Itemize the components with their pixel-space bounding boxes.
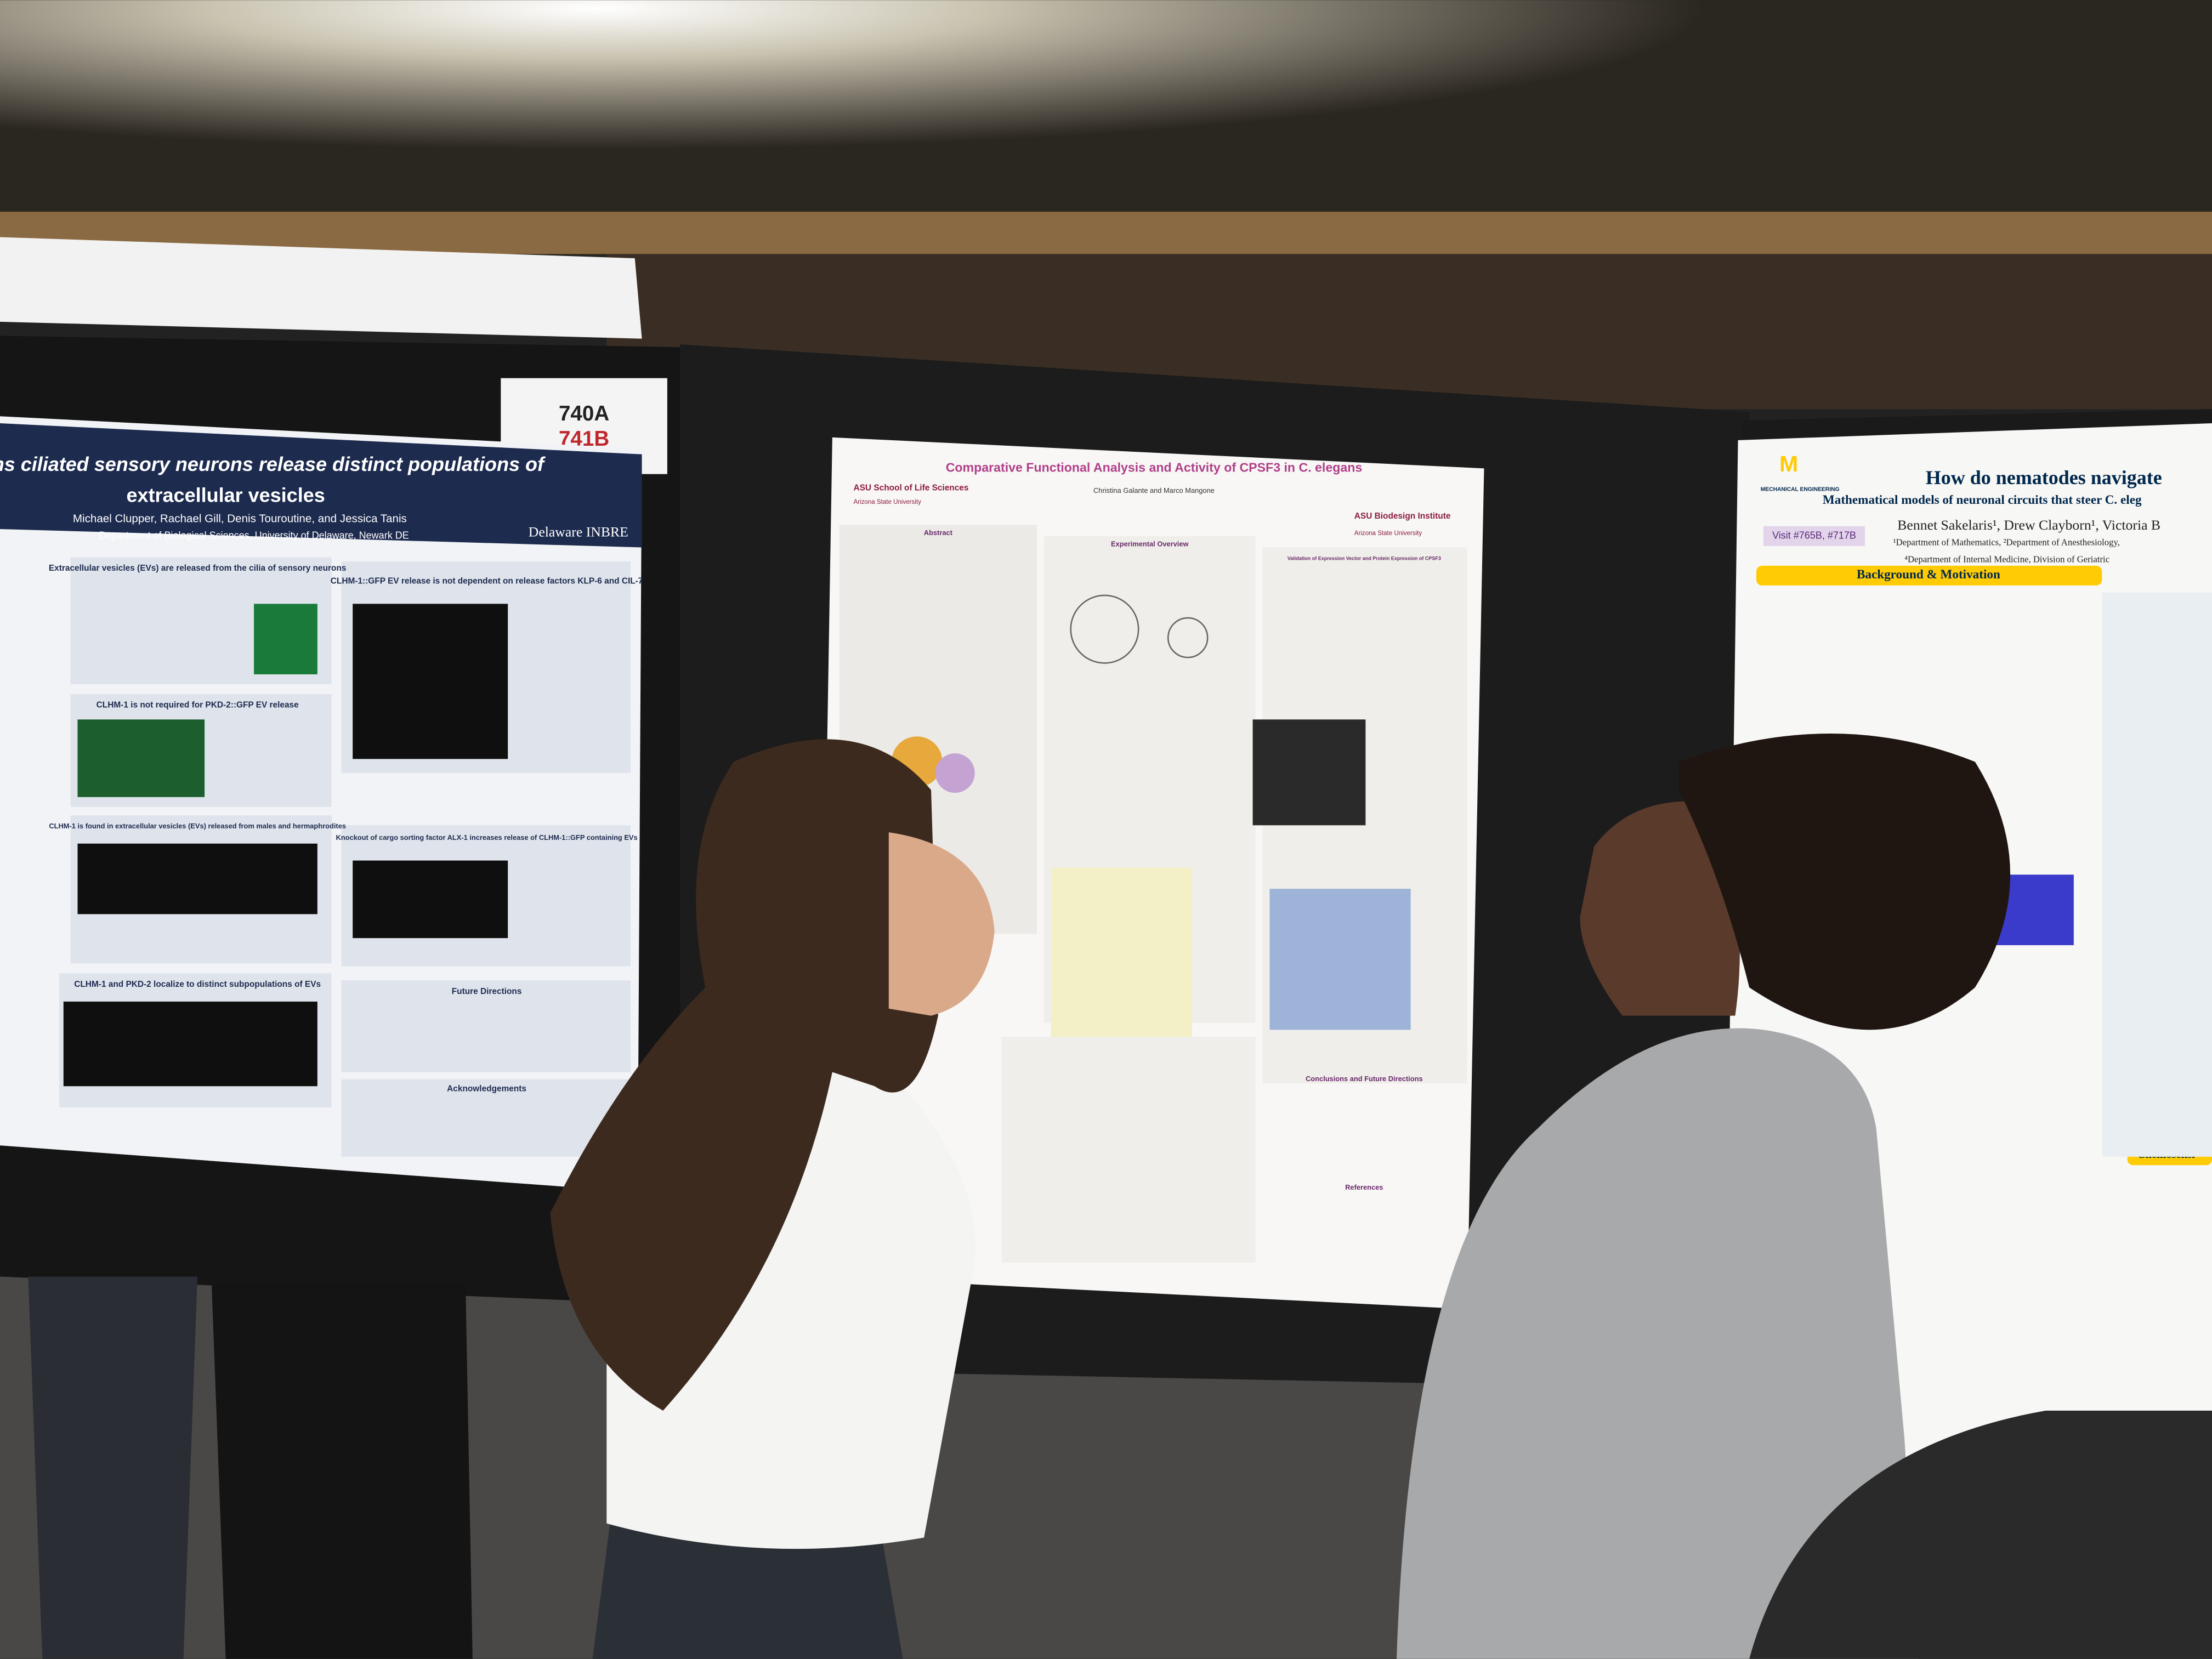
left-poster-panels [59, 557, 631, 1157]
micrograph [353, 604, 508, 759]
micrograph [77, 843, 317, 914]
balcony-rail [0, 212, 2212, 254]
section-heading: Knockout of cargo sorting factor ALX-1 i… [336, 833, 637, 842]
face [888, 832, 995, 1016]
plasmid [1070, 594, 1139, 664]
micrograph [63, 1001, 317, 1087]
poster-title: ns ciliated sensory neurons release dist… [0, 453, 546, 475]
face [1580, 801, 1740, 1016]
poster-logo: MECHANICAL ENGINEERING [1761, 487, 1840, 493]
logo-mark: M [1779, 451, 1798, 476]
panel [2102, 592, 2212, 1157]
micrograph [353, 860, 508, 939]
person-left [550, 739, 995, 1659]
hair [550, 739, 938, 1411]
person-background [211, 1283, 473, 1659]
section-heading: Abstract [924, 529, 953, 537]
panel [1001, 1037, 1256, 1263]
section-heading: Conclusions and Future Directions [1306, 1075, 1423, 1083]
section-heading: Experimental Overview [1111, 540, 1189, 548]
visit-label: Visit #765B, #717B [1772, 530, 1856, 541]
section-heading: Background & Motivation [1857, 567, 2000, 582]
poster-subtitle: Mathematical models of neuronal circuits… [1823, 493, 2142, 507]
figure [1051, 867, 1192, 1037]
hoodie [1396, 1028, 1919, 1659]
poster-title: extracellular vesicles [126, 484, 325, 506]
poster-affiliation: ⁴Department of Internal Medicine, Divisi… [1904, 554, 2109, 564]
poster-logo: Arizona State University [1354, 530, 1422, 537]
panel [341, 980, 631, 1072]
section-heading: Future Directions [452, 987, 522, 996]
plasmid [1167, 617, 1209, 658]
hair [1678, 734, 2011, 1030]
section-heading: Acknowledgements [447, 1084, 526, 1093]
visit-badge [1763, 526, 1865, 546]
section-heading: CLHM-1 is found in extracellular vesicle… [49, 822, 346, 830]
poster-title: Comparative Functional Analysis and Acti… [946, 460, 1363, 474]
section-heading: CLHM-1 and PKD-2 localize to distinct su… [74, 980, 321, 989]
person-right [1396, 734, 2011, 1659]
poster-title: How do nematodes navigate [1926, 467, 2162, 488]
gel-image [1252, 719, 1366, 826]
poster-logo: Arizona State University [853, 499, 921, 505]
poster-authors: Christina Galante and Marco Mangone [1093, 486, 1215, 495]
micrograph [254, 604, 317, 675]
person-foreground [1749, 1410, 2212, 1659]
person-background [28, 1276, 198, 1659]
panel [839, 525, 1037, 708]
booth-number: 740A [559, 402, 609, 425]
poster-logo: ASU Biodesign Institute [1354, 512, 1451, 521]
section-heading: Validation of Expression Vector and Prot… [1288, 555, 1441, 561]
section-heading: CLHM-1 is not required for PKD-2::GFP EV… [97, 701, 299, 710]
left-poster-header [0, 423, 642, 548]
sign-panel [0, 237, 642, 339]
panel [341, 1079, 631, 1157]
section-heading: References [1345, 1183, 1383, 1191]
gel-image [1269, 889, 1411, 1030]
poster-authors: Michael Clupper, Rachael Gill, Denis Tou… [73, 512, 407, 525]
section-heading: CLHM-1::GFP EV release is not dependent … [331, 576, 643, 586]
section-heading: Extracellular vesicles (EVs) are release… [49, 564, 347, 573]
poster-logo: Delaware INBRE [529, 524, 628, 540]
poster-affiliation: ¹Department of Mathematics, ²Department … [1893, 537, 2120, 548]
micrograph [77, 719, 205, 797]
poster-affiliation: Department of Biological Sciences, Unive… [99, 530, 409, 541]
section-bar [1756, 565, 2102, 586]
poster-logo: ASU School of Life Sciences [853, 483, 968, 492]
figure [935, 753, 975, 793]
poster-authors: Bennet Sakelaris¹, Drew Clayborn¹, Victo… [1897, 517, 2160, 533]
